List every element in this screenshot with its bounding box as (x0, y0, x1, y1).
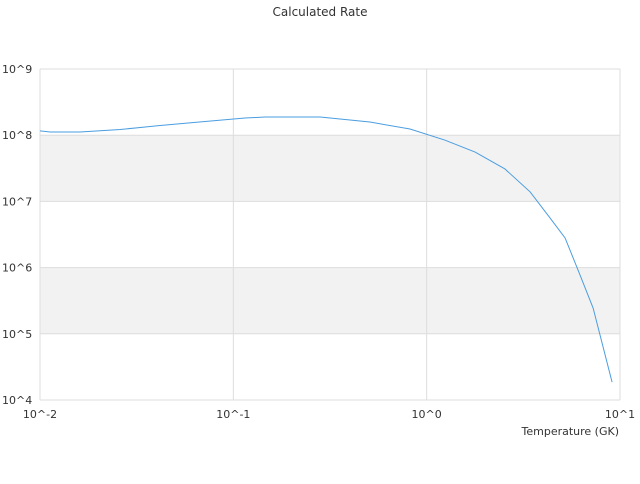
chart-title: Calculated Rate (273, 5, 368, 19)
y-tick-label: 10^8 (2, 129, 32, 142)
x-axis-label: Temperature (GK) (521, 425, 620, 438)
y-tick-label: 10^9 (2, 63, 32, 76)
grid-band (40, 135, 620, 202)
x-tick-label: 10^-1 (216, 408, 250, 421)
grid-band (40, 267, 620, 334)
x-tick-label: 10^0 (412, 408, 442, 421)
y-tick-label: 10^5 (2, 328, 32, 341)
data-line (39, 116, 613, 383)
y-tick-label: 10^7 (2, 195, 32, 208)
y-tick-label: 10^4 (2, 394, 32, 407)
y-tick-label: 10^6 (2, 262, 32, 275)
x-tick-label: 10^-2 (23, 408, 57, 421)
x-tick-label: 10^1 (605, 408, 635, 421)
